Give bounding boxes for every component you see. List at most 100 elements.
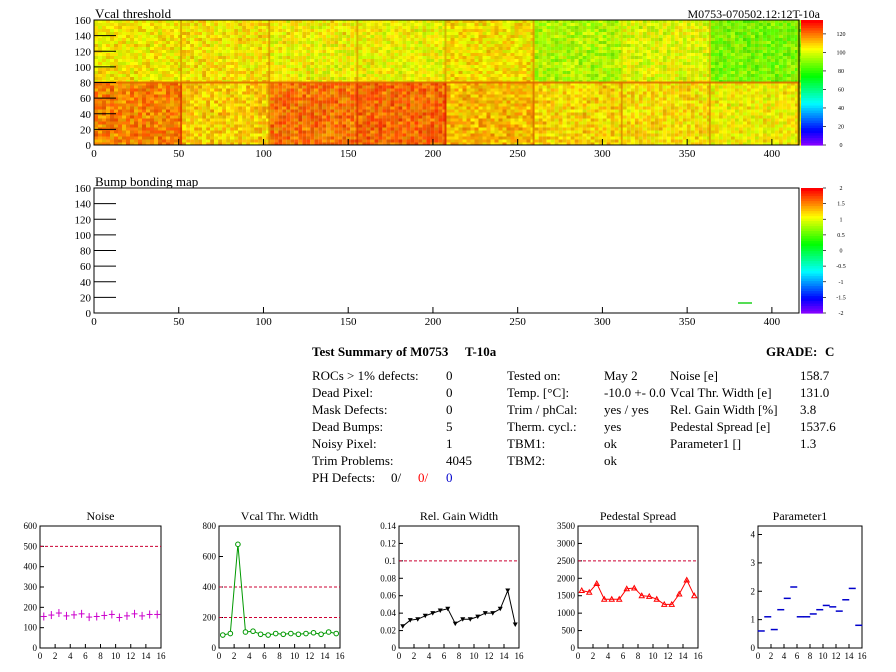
map-x-tick-label: 250 (509, 148, 526, 160)
chart-x-tick-label: 14 (320, 651, 330, 661)
bump-defect-marks (738, 302, 752, 304)
chart-x-tick-label: 2 (53, 651, 58, 661)
right-label-2: Rel. Gain Width [%] (670, 402, 778, 417)
chart-x-tick-label: 6 (262, 651, 267, 661)
data-point (645, 592, 653, 599)
chart-x-tick-label: 4 (427, 651, 432, 661)
mid-label-2: Trim / phCal: (507, 402, 578, 417)
chart-title: Rel. Gain Width (420, 509, 498, 523)
chart-x-tick-label: 14 (500, 651, 510, 661)
map-x-tick-label: 50 (173, 148, 185, 160)
mid-label-3: Therm. cycl.: (507, 419, 577, 434)
ph-defects-value-2: 0 (446, 470, 453, 485)
data-point (235, 541, 241, 548)
map-x-tick-label: 250 (509, 316, 526, 328)
chart-x-tick-label: 4 (68, 651, 73, 661)
chart-x-tick-label: 0 (397, 651, 402, 661)
chart-title: Pedestal Spread (600, 509, 676, 523)
map-y-tick-label: 100 (75, 62, 92, 74)
data-point (265, 632, 271, 638)
chart-x-tick-label: 16 (858, 651, 868, 661)
map-y-tick-label: 60 (80, 261, 92, 273)
chart-x-tick-label: 6 (442, 651, 447, 661)
chart-y-tick-label: 0.06 (380, 591, 396, 601)
data-point (490, 611, 496, 616)
data-point (578, 586, 586, 593)
chart-title: Noise (87, 509, 115, 523)
map-x-tick-label: 100 (255, 148, 272, 160)
chart-y-tick-label: 400 (24, 562, 38, 572)
chart-x-tick-label: 8 (98, 651, 103, 661)
map-x-tick-label: 400 (764, 316, 781, 328)
chart-x-tick-label: 8 (808, 651, 813, 661)
data-point (512, 622, 518, 627)
chart-x-tick-label: 8 (277, 651, 282, 661)
map2-title: Bump bonding map (95, 174, 198, 189)
data-point (333, 630, 340, 637)
right-value-4: 1.3 (800, 436, 817, 451)
chart-y-tick-label: 200 (203, 613, 217, 623)
data-point (318, 631, 324, 638)
map1-seam (94, 81, 799, 84)
colorbar-label: 2 (840, 186, 843, 192)
left-label-4: Noisy Pixel: (312, 436, 377, 451)
chart-frame (757, 525, 863, 649)
chart-y-tick-label: 0 (751, 643, 756, 653)
colorbar-label: -0.5 (836, 264, 846, 270)
map-x-tick-label: 300 (594, 316, 611, 328)
chart-x-tick-label: 0 (576, 651, 581, 661)
colorbar-label: 1.5 (837, 202, 845, 208)
map-y-tick-label: 60 (80, 93, 92, 105)
chart-y-tick-label: 1500 (557, 591, 576, 601)
colorbar-label: 100 (837, 50, 846, 56)
chart-x-tick-label: 16 (694, 651, 704, 661)
colorbar-label: 120 (837, 32, 846, 38)
chart-y-tick-label: 0.12 (380, 538, 396, 548)
map-x-tick-label: 200 (425, 316, 442, 328)
chart-x-tick-label: 4 (606, 651, 611, 661)
data-point (407, 618, 413, 623)
right-label-0: Noise [e] (670, 368, 719, 383)
data-point (653, 595, 661, 602)
chart-x-tick-label: 12 (832, 651, 841, 661)
data-point (460, 617, 466, 622)
threshold-colorbar: 0 20 40 60 80 100 120 (801, 20, 846, 149)
chart-y-tick-label: 600 (203, 552, 217, 562)
chart-y-tick-label: 0.1 (385, 556, 396, 566)
chart-y-tick-label: 0 (571, 643, 576, 653)
left-label-2: Mask Defects: (312, 402, 388, 417)
data-point (303, 630, 309, 637)
chart-y-tick-label: 800 (203, 521, 217, 531)
data-point (250, 628, 256, 635)
chart-y-tick-label: 0 (392, 643, 397, 653)
chart-title: Vcal Thr. Width (241, 509, 318, 523)
colorbar-label: 1 (840, 217, 843, 223)
chart-y-tick-label: 0.02 (380, 626, 396, 636)
chart-y-tick-label: 0 (212, 643, 217, 653)
right-value-3: 1537.6 (800, 419, 836, 434)
chart-x-tick-label: 0 (217, 651, 222, 661)
colorbar-label: 80 (838, 69, 844, 75)
chart-x-tick-label: 0 (756, 651, 761, 661)
chart-y-tick-label: 3000 (557, 538, 576, 548)
map-y-tick-label: 160 (75, 183, 92, 195)
data-point (467, 617, 473, 622)
colorbar-label: -2 (839, 311, 844, 317)
data-point (585, 588, 593, 595)
data-point (683, 576, 691, 583)
left-label-1: Dead Pixel: (312, 385, 374, 400)
data-point (482, 611, 488, 616)
right-value-2: 3.8 (800, 402, 817, 417)
map-x-tick-label: 400 (764, 148, 781, 160)
data-point (288, 630, 294, 637)
data-point (242, 629, 249, 635)
chart-y-tick-label: 400 (203, 582, 217, 592)
left-value-1: 0 (446, 385, 453, 400)
map-y-tick-label: 140 (75, 199, 92, 211)
chart-y-tick-label: 2000 (557, 573, 576, 583)
chart-y-tick-label: 500 (562, 626, 576, 636)
data-point (452, 621, 458, 627)
map-y-tick-label: 0 (86, 308, 92, 320)
mid-label-4: TBM1: (507, 436, 546, 451)
grade-value: C (825, 344, 835, 359)
